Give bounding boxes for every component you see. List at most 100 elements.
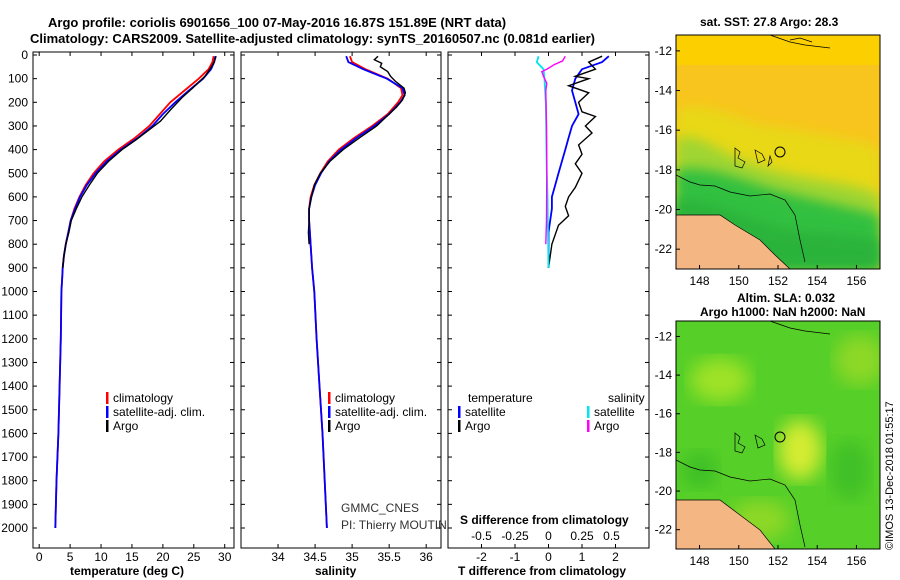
- map-lon-tick: 150: [729, 554, 749, 568]
- sst-map: sat. SST: 27.8 Argo: 28.3 148 150 152 154 15…: [655, 15, 881, 288]
- map-lon-tick: 152: [768, 274, 788, 288]
- depth-tick-label: 500: [8, 166, 28, 180]
- salinity-plot-frame: [240, 51, 442, 549]
- x-tick-label: 35: [345, 550, 359, 564]
- x-tick-label: 36: [420, 550, 434, 564]
- series-argo: [307, 55, 407, 245]
- legend-label: satellite: [465, 405, 506, 419]
- s-diff-tick-label: 0.25: [570, 529, 594, 543]
- legend-label: Argo: [594, 419, 620, 433]
- x-tick-label: 10: [94, 550, 108, 564]
- legend-swatch: [458, 406, 461, 418]
- depth-tick-label: 1600: [1, 426, 28, 440]
- map-lon-tick: 148: [690, 274, 710, 288]
- legend-label: climatology: [113, 391, 173, 405]
- salinity-plot: 34 34.5 35 35.5 36 climatologysatellite-adj. …: [271, 52, 433, 564]
- map-lat-tick: -16: [655, 407, 673, 421]
- legend-label: climatology: [335, 391, 395, 405]
- gmmc-cnes-credit: GMMC_CNES: [341, 501, 419, 515]
- depth-tick-label: 800: [8, 237, 28, 251]
- map-lon-tick: 156: [846, 274, 866, 288]
- x-tick-label: -1: [510, 550, 521, 564]
- difference-plot-frame: [447, 51, 650, 549]
- header-line-2: Climatology: CARS2009. Satellite-adjuste…: [30, 31, 595, 46]
- pi-credit: PI: Thierry MOUTIN: [341, 518, 447, 532]
- depth-tick-label: 1800: [1, 474, 28, 488]
- legend-swatch: [458, 420, 461, 432]
- map-lon-tick: 154: [807, 274, 827, 288]
- x-tick-label: 5: [67, 550, 74, 564]
- map-lat-tick: -14: [655, 84, 673, 98]
- difference-plot: -2 -1 0 1 2 -0.5 -0.25 0 0.25 0.5 temperature salin…: [458, 52, 645, 564]
- s-diff-tick-label: 0: [545, 529, 552, 543]
- depth-tick-label: 700: [8, 214, 28, 228]
- series-satellite-adj-clim-: [308, 55, 406, 529]
- s-difference-axis-label: S difference from climatology: [460, 513, 629, 527]
- legend-label: satellite-adj. clim.: [113, 405, 205, 419]
- legend-swatch: [106, 406, 109, 418]
- map-lat-tick: -22: [655, 523, 673, 537]
- map-lat-tick: -18: [655, 445, 673, 459]
- salinity-axis-label: salinity: [315, 564, 357, 578]
- legend-salinity-title: salinity: [608, 391, 645, 405]
- sla-profile-marker: [774, 431, 786, 443]
- depth-tick-label: 2000: [1, 521, 28, 535]
- series-salinity-argo: [540, 55, 566, 245]
- depth-tick-label: 1000: [1, 285, 28, 299]
- legend-swatch: [328, 420, 331, 432]
- x-tick-label: 35.5: [377, 550, 401, 564]
- x-tick-label: 30: [218, 550, 232, 564]
- legend-swatch: [106, 420, 109, 432]
- x-tick-label: 1: [579, 550, 586, 564]
- depth-tick-label: 100: [8, 72, 28, 86]
- depth-tick-label: 400: [8, 143, 28, 157]
- legend-swatch: [587, 406, 590, 418]
- legend-temperature-title: temperature: [468, 391, 533, 405]
- map-lat-tick: -12: [655, 329, 673, 343]
- depth-tick-label: 900: [8, 261, 28, 275]
- map-lon-tick: 154: [807, 554, 827, 568]
- x-tick-label: 25: [187, 550, 201, 564]
- map-lat-tick: -12: [655, 44, 673, 58]
- legend-label: satellite: [594, 405, 635, 419]
- imos-timestamp: ©IMOS 13-Dec-2018 01:55:17: [884, 401, 896, 550]
- x-tick-label: 15: [125, 550, 139, 564]
- map-lat-tick: -18: [655, 163, 673, 177]
- sla-map-subtitle: Argo h1000: NaN h2000: NaN: [700, 305, 865, 319]
- s-diff-tick-label: 0.5: [603, 529, 620, 543]
- sla-map: Altim. SLA: 0.032 Argo h1000: NaN h2000:…: [655, 291, 881, 568]
- depth-axis: 0 100 200 300 400 500 600 700 800 900 1000 1100 1200…: [1, 48, 649, 535]
- map-lat-tick: -16: [655, 123, 673, 137]
- temperature-axis-label: temperature (deg C): [70, 564, 184, 578]
- x-tick-label: 34: [271, 550, 285, 564]
- legend-swatch: [587, 420, 590, 432]
- x-tick-label: 0: [36, 550, 43, 564]
- depth-tick-label: 1200: [1, 332, 28, 346]
- map-lat-tick: -20: [655, 203, 673, 217]
- map-lat-tick: -20: [655, 484, 673, 498]
- legend-label: Argo: [335, 419, 361, 433]
- series-temperature-argo: [547, 55, 603, 268]
- depth-tick-label: 1100: [2, 308, 28, 322]
- legend-label: Argo: [113, 419, 139, 433]
- x-tick-label: -2: [476, 550, 487, 564]
- x-tick-label: 0: [545, 550, 552, 564]
- header-line-1: Argo profile: coriolis 6901656_100 07-Ma…: [48, 15, 506, 30]
- series-temperature-satellite: [547, 55, 610, 268]
- depth-tick-label: 1500: [1, 403, 28, 417]
- series-argo: [62, 55, 217, 268]
- depth-tick-label: 1900: [1, 497, 28, 511]
- series-satellite-adj-clim-: [54, 56, 217, 529]
- series-climatology: [54, 56, 215, 529]
- map-lon-tick: 148: [690, 554, 710, 568]
- legend-swatch: [106, 392, 109, 404]
- depth-tick-label: 300: [8, 119, 28, 133]
- depth-tick-label: 1300: [1, 355, 28, 369]
- map-lat-tick: -14: [655, 368, 673, 382]
- x-tick-label: 2: [612, 550, 619, 564]
- legend-label: Argo: [465, 419, 491, 433]
- depth-tick-label: 0: [21, 48, 28, 62]
- temperature-plot-frame: [32, 51, 235, 549]
